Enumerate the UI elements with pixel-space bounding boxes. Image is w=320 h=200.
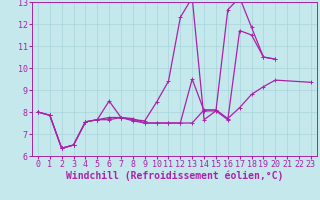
X-axis label: Windchill (Refroidissement éolien,°C): Windchill (Refroidissement éolien,°C) [66,171,283,181]
